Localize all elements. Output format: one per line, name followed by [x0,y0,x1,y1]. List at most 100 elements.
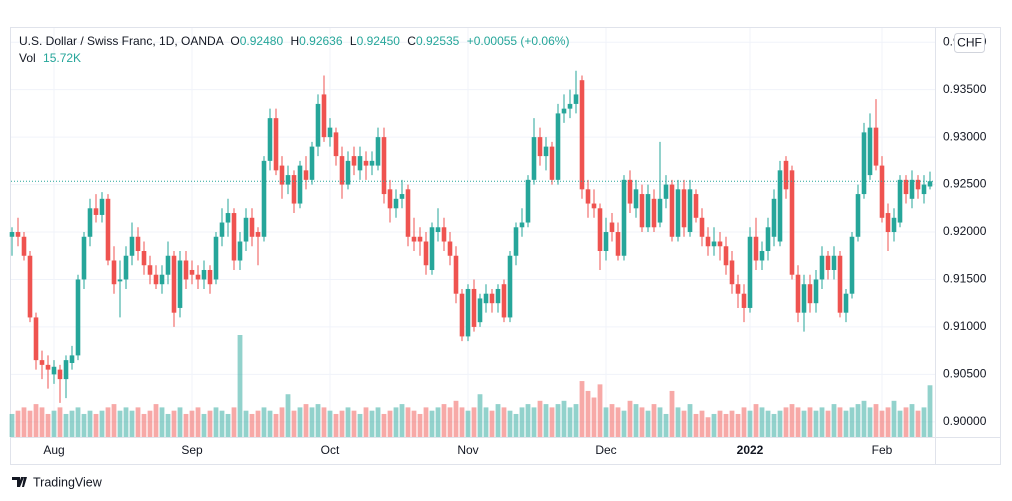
candle-body [663,184,669,199]
volume-bar [603,407,609,437]
candle-body [45,364,51,370]
volume-bar [153,404,159,437]
volume-bar [51,410,57,437]
volume-bar [9,413,15,437]
volume-bar [717,410,723,437]
candle-body [243,217,249,242]
candle-body [39,360,45,365]
y-tick-label: 0.92000 [943,224,987,238]
volume-bar [357,413,363,437]
volume-bar [267,410,273,437]
currency-box[interactable] [954,33,985,53]
volume-bar [117,410,123,437]
candle-body [813,279,819,304]
candle-body [249,217,255,237]
volume-bar [183,413,189,437]
candle-body [375,137,381,166]
candle-body [735,284,741,294]
candle-body [477,298,483,323]
volume-bar [123,407,129,437]
candle-body [459,293,465,337]
candle-body [489,293,495,304]
candle-body [189,269,195,275]
volume-bar [807,407,813,437]
volume-bar [129,410,135,437]
candle-body [231,213,237,261]
candle-body [825,255,831,270]
brand-logo[interactable]: TradingView [12,475,103,489]
volume-bar [705,417,711,437]
brand-icon[interactable] [12,477,27,487]
volume-bar [375,407,381,437]
candle-body [15,232,21,237]
volume-bar [585,390,591,437]
candle-body [309,146,315,180]
candle-body [801,284,807,313]
y-tick-label: 0.91500 [943,272,987,286]
x-tick-label: Nov [457,443,478,457]
candle-body [897,179,903,223]
candle-body [675,189,681,237]
volume-bar [633,404,639,437]
candle-body [429,227,435,270]
volume-bar [915,410,921,437]
candle-body [321,94,327,138]
candle-body [687,189,693,233]
candle-body [357,156,363,171]
volume-bar [861,400,867,437]
volume-bar [171,410,177,437]
candle-body [339,156,345,185]
volume-bar [651,404,657,437]
volume-bar [645,410,651,437]
volume-bar [405,407,411,437]
volume-bar [393,407,399,437]
volume-bar [513,413,519,437]
candle-body [255,232,261,237]
volume-bar [507,410,513,437]
volume-bar [315,404,321,437]
candle-body [159,274,165,285]
volume-bar [813,410,819,437]
volume-bar [33,404,39,437]
candle-body [645,194,651,228]
volume-bar [849,407,855,437]
volume-bar [597,384,603,437]
candle-body [819,255,825,280]
volume-bar [279,407,285,437]
volume-value: 15.72K [43,51,81,65]
volume-bar [843,410,849,437]
candle-body [117,279,123,282]
volume-bar [753,404,759,437]
volume-bar [165,413,171,437]
volume-bar [591,397,597,437]
volume-bar [27,410,33,437]
volume-bar [795,407,801,437]
candle-body [783,160,789,190]
volume-bar [57,407,63,437]
volume-bar [489,410,495,437]
volume-bar [177,407,183,437]
volume-bar [207,410,213,437]
candle-body [87,208,93,237]
volume-bar [873,404,879,437]
change-value: +0.00055 (+0.06%) [467,34,570,48]
volume-bar [429,410,435,437]
volume-bar [327,410,333,437]
candle-layer [9,70,935,403]
candle-body [63,360,69,380]
volume-bar [477,394,483,437]
volume-bar [885,407,891,437]
candle-body [351,156,357,166]
volume-bar [135,407,141,437]
candle-body [759,251,765,261]
brand-name[interactable]: TradingView [33,475,103,489]
volume-bar [903,407,909,437]
candle-body [693,194,699,218]
currency-label[interactable]: CHF [957,36,982,50]
x-tick-label: Aug [43,443,64,457]
candle-body [327,127,333,138]
volume-bar [447,407,453,437]
volume-bar [219,410,225,437]
candle-body [57,369,63,380]
